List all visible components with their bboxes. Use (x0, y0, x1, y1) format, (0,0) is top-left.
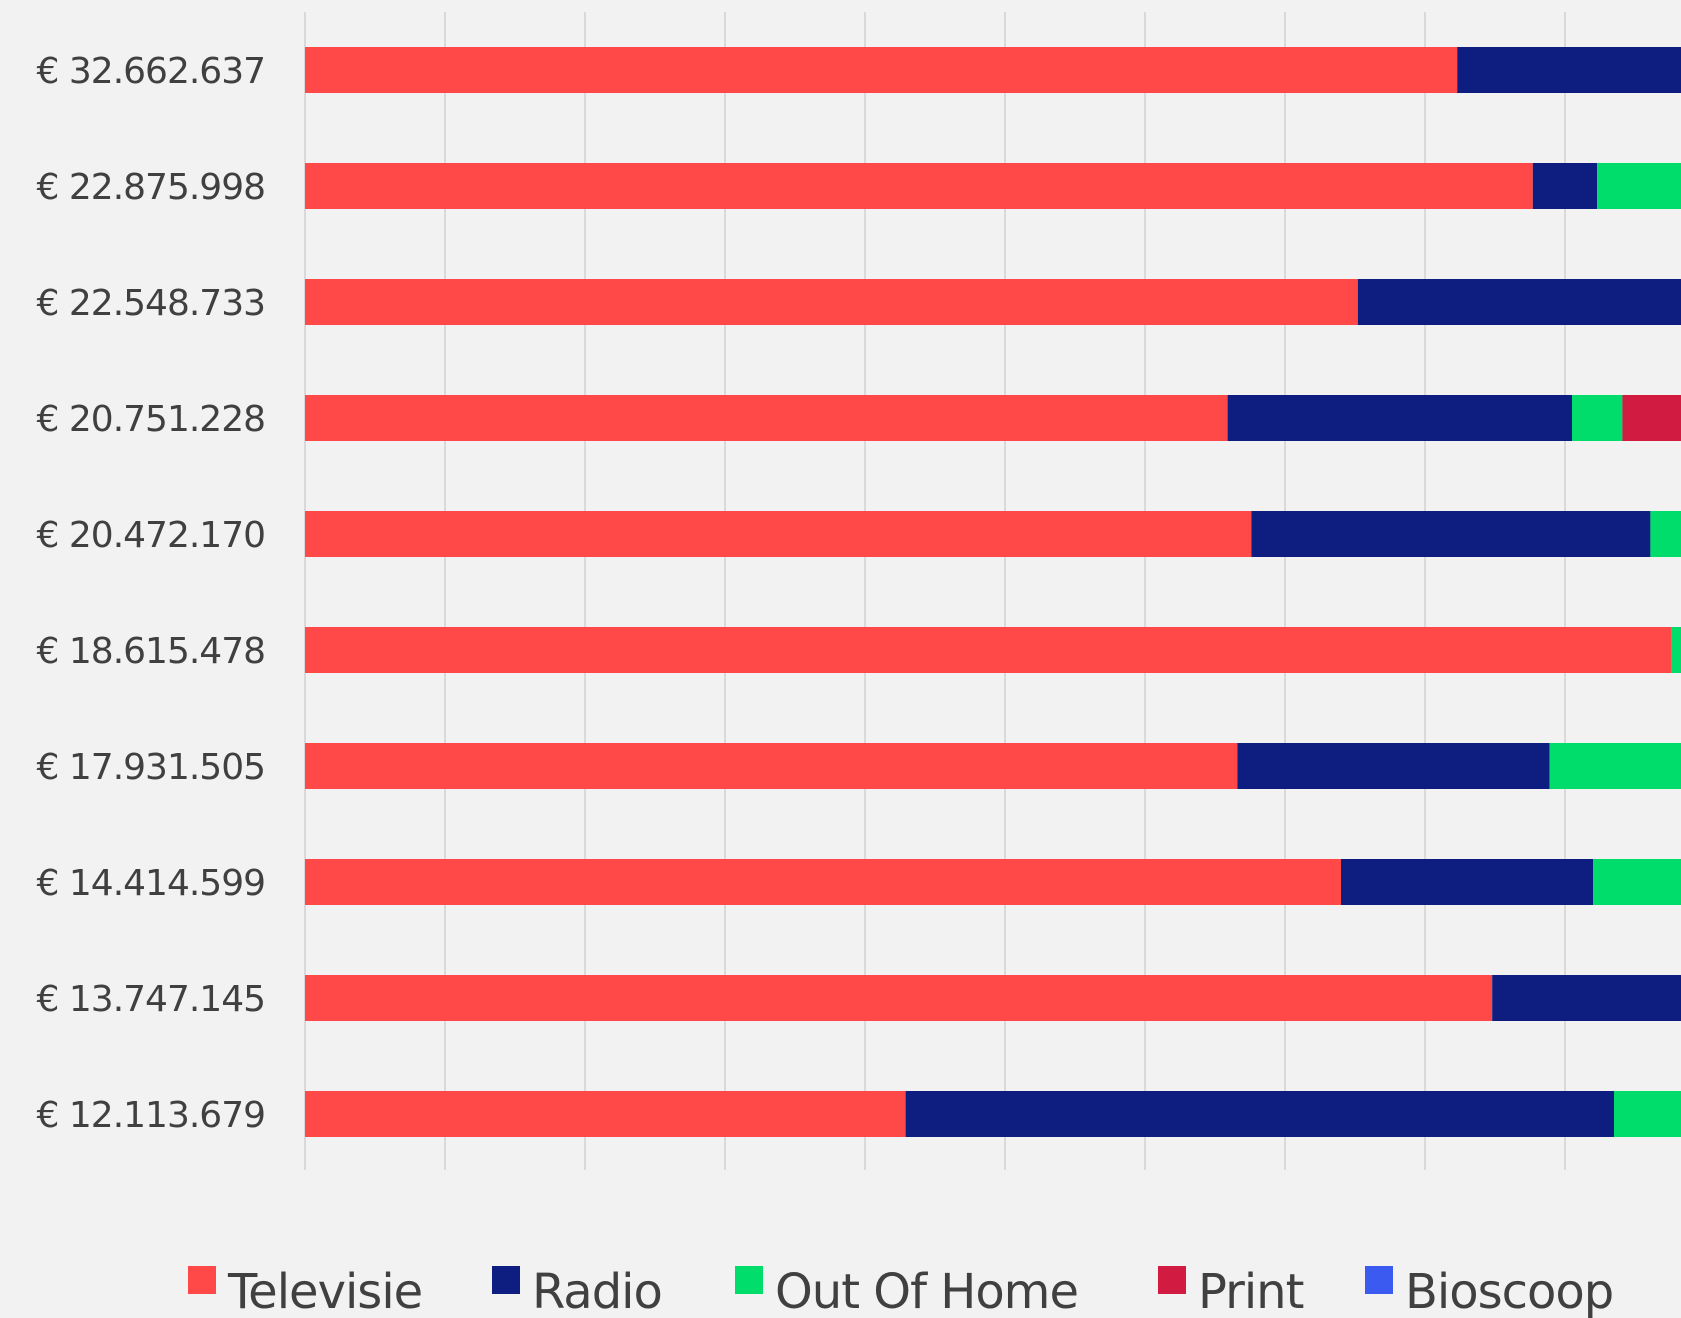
category-labels: € 32.662.637 € 22.875.998 € 22.548.733 € 20… (37, 51, 266, 1136)
legend-swatch-out-of-home (735, 1266, 763, 1294)
bar-out-of-home-9 (1614, 1091, 1681, 1137)
bar-radio-9 (905, 1091, 1614, 1137)
bar-televisie-3 (305, 395, 1228, 441)
category-label: € 17.931.505 (37, 747, 265, 788)
bar-radio-1 (1532, 163, 1598, 209)
bar-out-of-home-5 (1671, 627, 1681, 673)
bar-radio-4 (1251, 511, 1651, 557)
bar-radio-3 (1227, 395, 1572, 441)
bar-televisie-4 (305, 511, 1252, 557)
legend: Televisie Radio Out Of Home Print Bioscoop (188, 1264, 1614, 1318)
bar-radio-6 (1237, 743, 1550, 789)
bar-radio-0 (1457, 47, 1681, 93)
bar-out-of-home-7 (1593, 859, 1681, 905)
bar-print-3 (1622, 395, 1681, 441)
category-label: € 18.615.478 (37, 631, 265, 672)
bar-televisie-5 (305, 627, 1672, 673)
bar-televisie-6 (305, 743, 1238, 789)
bar-out-of-home-1 (1597, 163, 1681, 209)
bar-radio-7 (1341, 859, 1593, 905)
bar-televisie-1 (305, 163, 1533, 209)
legend-swatch-radio (492, 1266, 520, 1294)
bar-radio-8 (1492, 975, 1681, 1021)
bar-out-of-home-4 (1650, 511, 1681, 557)
bar-out-of-home-6 (1549, 743, 1681, 789)
bar-televisie-8 (305, 975, 1493, 1021)
legend-label-print: Print (1198, 1264, 1304, 1318)
category-label: € 13.747.145 (37, 979, 265, 1020)
bar-televisie-0 (305, 47, 1458, 93)
category-label: € 14.414.599 (37, 863, 265, 904)
category-label: € 20.472.170 (37, 515, 265, 556)
category-label: € 20.751.228 (37, 399, 265, 440)
bars (305, 47, 1681, 1137)
bar-televisie-9 (305, 1091, 906, 1137)
legend-label-bioscoop: Bioscoop (1405, 1264, 1613, 1318)
category-label: € 12.113.679 (37, 1095, 265, 1136)
bar-out-of-home-3 (1572, 395, 1623, 441)
bar-televisie-7 (305, 859, 1341, 905)
bar-radio-2 (1357, 279, 1681, 325)
legend-label-radio: Radio (532, 1264, 662, 1318)
legend-label-televisie: Televisie (227, 1264, 422, 1318)
bar-televisie-2 (305, 279, 1358, 325)
legend-swatch-bioscoop (1365, 1266, 1393, 1294)
legend-swatch-televisie (188, 1266, 216, 1294)
category-label: € 32.662.637 (37, 51, 265, 92)
category-label: € 22.548.733 (37, 283, 265, 324)
legend-label-out-of-home: Out Of Home (775, 1264, 1078, 1318)
legend-swatch-print (1158, 1266, 1186, 1294)
category-label: € 22.875.998 (37, 167, 265, 208)
